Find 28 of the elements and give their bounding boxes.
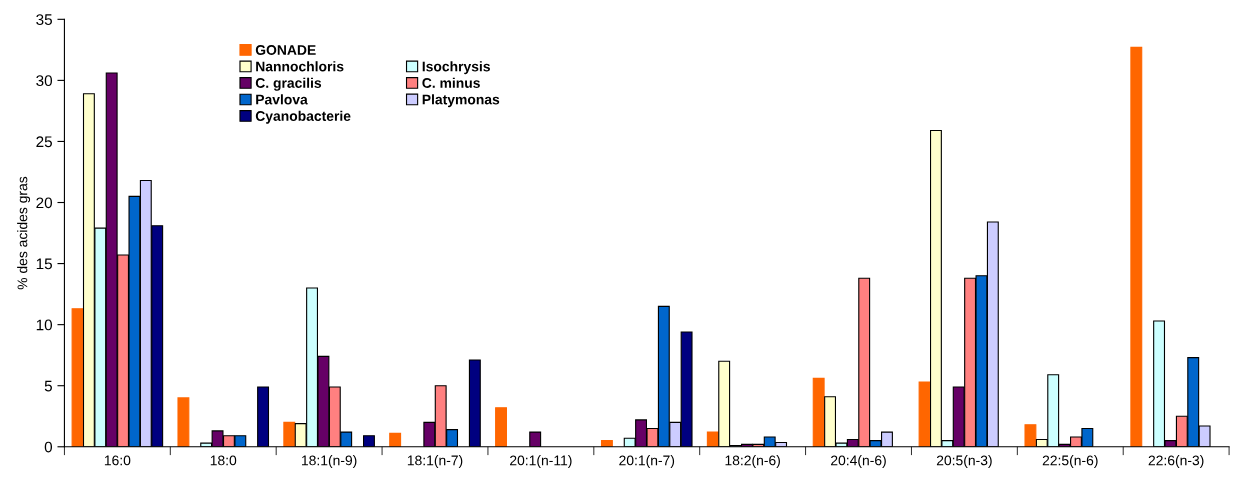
x-tick-label: 20:4(n-6) <box>831 455 886 469</box>
x-tick-label: 16:0 <box>104 455 131 466</box>
legend-label: Platymonas <box>422 94 500 108</box>
x-tick-label: 22:5(n-6) <box>1042 455 1098 469</box>
legend-label: Isochrysis <box>422 61 490 75</box>
legend-label: C. gracilis <box>255 77 322 91</box>
y-tick-label: 15 <box>36 258 52 270</box>
x-tick-label: 20:1(n-7) <box>619 455 675 469</box>
x-tick-label: 22:6(n-3) <box>1148 455 1204 469</box>
legend-label: Cyanobacterie <box>255 110 351 124</box>
x-tick-label: 18:2(n-6) <box>725 455 780 469</box>
y-tick-label: 5 <box>44 380 52 392</box>
legend-label: Nannochloris <box>256 61 344 72</box>
legend-label: C. minus <box>422 77 480 88</box>
x-tick-label: 18:0 <box>210 455 237 466</box>
y-tick-label: 20 <box>36 197 53 209</box>
y-tick-label: 25 <box>36 136 52 148</box>
x-tick-label: 18:1(n-9) <box>302 455 357 469</box>
y-tick-label: 35 <box>36 14 52 26</box>
x-tick-label: 18:1(n-7) <box>407 455 463 469</box>
y-axis-title: % des acides gras <box>17 176 31 290</box>
x-tick-label: 20:1(n-11) <box>510 455 572 469</box>
y-tick-label: 10 <box>36 319 53 331</box>
x-tick-label: 20:5(n-3) <box>936 455 992 469</box>
y-tick-label: 30 <box>36 75 53 87</box>
legend-label: GONADE <box>255 45 316 55</box>
legend-label: Pavlova <box>256 94 308 105</box>
y-tick-label: 0 <box>44 441 53 453</box>
